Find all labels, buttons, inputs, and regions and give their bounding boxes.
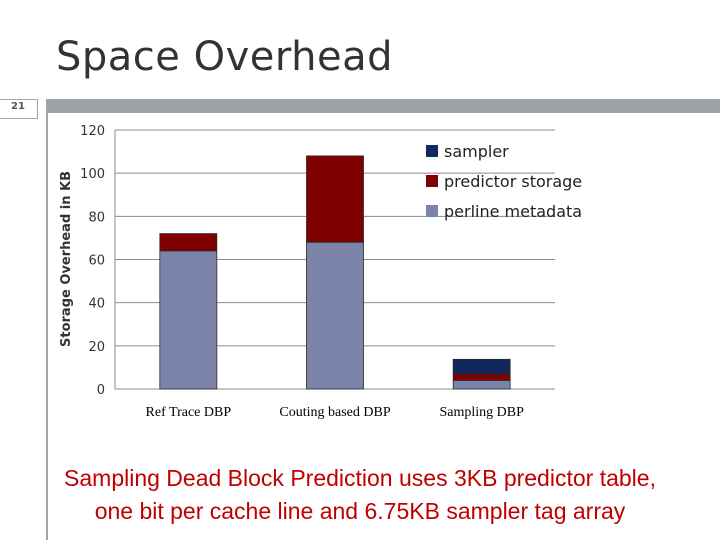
legend-label: sampler	[444, 142, 509, 161]
y-tick-label: 100	[80, 167, 105, 182]
caption-line-1: Sampling Dead Block Prediction uses 3KB …	[64, 465, 656, 491]
y-tick-label: 60	[88, 254, 105, 269]
bar-segment	[452, 358, 511, 375]
y-axis-label: Storage Overhead in KB	[59, 171, 74, 347]
y-tick-label: 120	[80, 124, 105, 139]
y-tick-label: 0	[97, 383, 105, 398]
title-bar	[46, 99, 720, 113]
bar-segment	[306, 241, 364, 390]
left-rule	[46, 113, 48, 540]
bar-segment	[306, 155, 364, 243]
caption-line-2: one bit per cache line and 6.75KB sample…	[94, 498, 626, 524]
x-tick-label: Ref Trace DBP	[146, 405, 232, 420]
y-tick-label: 80	[88, 210, 105, 225]
legend-swatch	[426, 205, 438, 217]
x-tick-label: Couting based DBP	[279, 405, 390, 420]
x-tick-label: Sampling DBP	[439, 405, 524, 420]
legend-label: perline metadata	[444, 202, 582, 221]
legend-label: predictor storage	[444, 172, 582, 191]
bar-chart: 0 20 40 60 80 100 120 Storage Overhead in KB Ref…	[59, 124, 582, 420]
y-tick-label: 20	[88, 340, 105, 355]
bar-segment	[159, 250, 218, 390]
slide-title: Space Overhead	[56, 34, 393, 80]
legend-swatch	[426, 145, 438, 157]
bar-segment	[452, 379, 511, 390]
y-tick-label: 40	[88, 297, 105, 312]
slide-number-box	[0, 99, 38, 119]
caption: Sampling Dead Block Prediction uses 3KB …	[0, 462, 720, 528]
legend-swatch	[426, 175, 438, 187]
bar-segment	[159, 233, 218, 252]
bar-segment	[452, 373, 511, 381]
slide-number: 21	[11, 101, 25, 112]
